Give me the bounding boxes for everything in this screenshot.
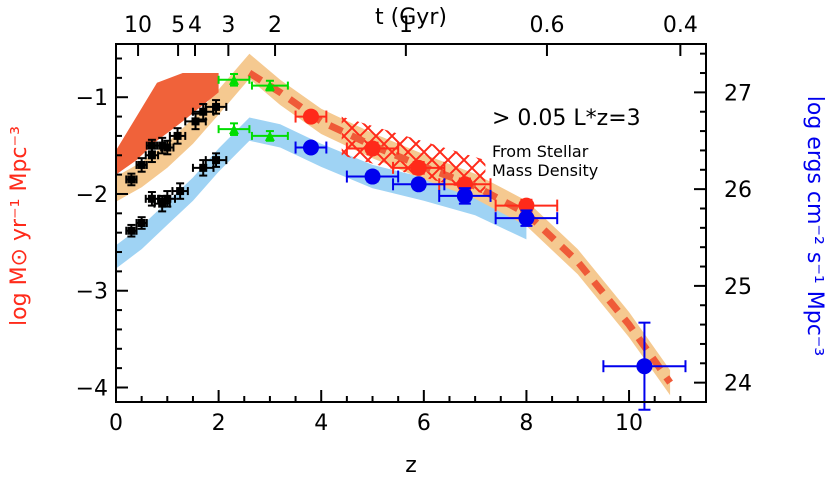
annotation-stellar-line1: From Stellar <box>492 142 589 161</box>
points-layer <box>125 72 687 411</box>
data-point-black-15 <box>171 182 189 200</box>
y-left-tick-label: −1 <box>76 86 108 111</box>
y-left-tick-label: −2 <box>76 183 108 208</box>
square-marker <box>191 117 200 126</box>
triangle-marker <box>264 80 275 91</box>
data-point-black-10 <box>125 223 138 238</box>
data-point-green-3 <box>250 130 289 142</box>
y-right-tick-label: 25 <box>724 275 752 300</box>
square-marker <box>212 156 221 165</box>
triangle-marker <box>229 74 239 85</box>
x-tick-label: 6 <box>417 411 431 436</box>
y-left-tick-label: −4 <box>76 376 108 401</box>
square-marker <box>147 194 156 203</box>
data-point-black-17 <box>204 152 228 168</box>
red-local-band <box>116 73 219 175</box>
data-point-black-12 <box>144 191 160 207</box>
circle-marker <box>410 176 427 193</box>
data-point-black-1 <box>135 157 148 173</box>
annotation-stellar-line2: Mass Density <box>492 161 598 180</box>
data-point-red-1 <box>345 140 400 157</box>
circle-marker <box>302 139 319 156</box>
x-tick-label: 4 <box>314 411 328 436</box>
square-marker <box>137 160 146 169</box>
data-point-black-6 <box>191 102 215 121</box>
data-point-blue-5 <box>602 321 687 411</box>
square-marker <box>147 141 156 150</box>
x-axis-label: z <box>405 453 417 477</box>
y-right-tick-label: 24 <box>724 372 752 397</box>
y-right-tick-label: 26 <box>724 178 752 203</box>
data-point-black-14 <box>158 190 176 208</box>
circle-marker <box>518 210 535 227</box>
blue-luminosity-band <box>116 117 527 269</box>
x-tick-label: 10 <box>615 411 643 436</box>
square-marker <box>147 151 156 160</box>
circle-marker <box>636 358 653 375</box>
data-point-blue-4 <box>494 209 559 227</box>
square-marker <box>163 143 172 152</box>
y-axis-left-label: log M⊙ yr⁻¹ Mpc⁻³ <box>7 126 32 326</box>
top-axis-tick-label: 0.6 <box>529 13 564 38</box>
x-tick-label: 0 <box>109 411 123 436</box>
square-marker <box>199 163 208 172</box>
square-marker <box>158 199 167 208</box>
top-axis-tick-label: 1 <box>399 13 413 38</box>
y-axis-right-label: log ergs cm⁻² s⁻¹ Mpc⁻³ <box>802 96 827 356</box>
circle-marker <box>364 140 381 157</box>
top-axis-label: t (Gyr) <box>375 5 447 30</box>
square-marker <box>163 194 172 203</box>
data-point-black-7 <box>204 99 228 115</box>
top-axis-tick-label: 3 <box>221 13 235 38</box>
data-point-green-2 <box>217 122 251 136</box>
y-left-tick-label: −3 <box>76 280 108 305</box>
square-marker <box>127 175 136 184</box>
data-point-black-4 <box>168 127 187 145</box>
square-marker <box>158 141 167 150</box>
y-right-tick-label: 27 <box>724 81 752 106</box>
triangle-marker <box>264 130 275 141</box>
dashed-layer <box>247 70 673 385</box>
data-point-red-2 <box>392 159 446 176</box>
data-point-green-0 <box>217 72 251 87</box>
top-axis-tick-label: 5 <box>171 13 185 38</box>
data-point-blue-1 <box>345 168 400 185</box>
x-tick-label: 2 <box>212 411 226 436</box>
top-axis-tick-label: 10 <box>124 13 152 38</box>
data-point-black-9 <box>160 139 175 156</box>
annotation-luminosity-limit: > 0.05 L*z=3 <box>492 106 641 131</box>
x-tick-label: 8 <box>519 411 533 436</box>
square-marker <box>137 219 146 227</box>
square-marker <box>127 226 136 235</box>
data-point-black-5 <box>184 112 207 131</box>
top-axis-tick-label: 0.4 <box>663 13 698 38</box>
data-point-blue-3 <box>438 187 492 205</box>
data-point-red-0 <box>294 108 328 125</box>
data-point-black-16 <box>191 159 215 177</box>
data-point-black-11 <box>135 216 148 230</box>
circle-marker <box>364 168 381 185</box>
square-marker <box>176 187 185 196</box>
square-marker <box>212 102 221 111</box>
data-point-black-0 <box>125 172 138 187</box>
square-marker <box>199 107 208 116</box>
data-point-black-8 <box>145 138 159 153</box>
bands-layer <box>116 53 671 396</box>
circle-marker <box>410 159 427 176</box>
data-point-green-1 <box>250 79 289 92</box>
top-axis-tick-label: 4 <box>188 13 202 38</box>
circle-marker <box>456 187 473 204</box>
data-point-blue-0 <box>294 139 328 156</box>
plot-frame <box>115 43 707 403</box>
square-marker <box>173 131 182 140</box>
circle-marker <box>302 108 319 125</box>
data-point-blue-2 <box>392 176 446 193</box>
triangle-marker <box>229 124 239 135</box>
sfr-model-dashed-line <box>247 70 673 385</box>
top-axis-tick-label: 2 <box>268 13 282 38</box>
